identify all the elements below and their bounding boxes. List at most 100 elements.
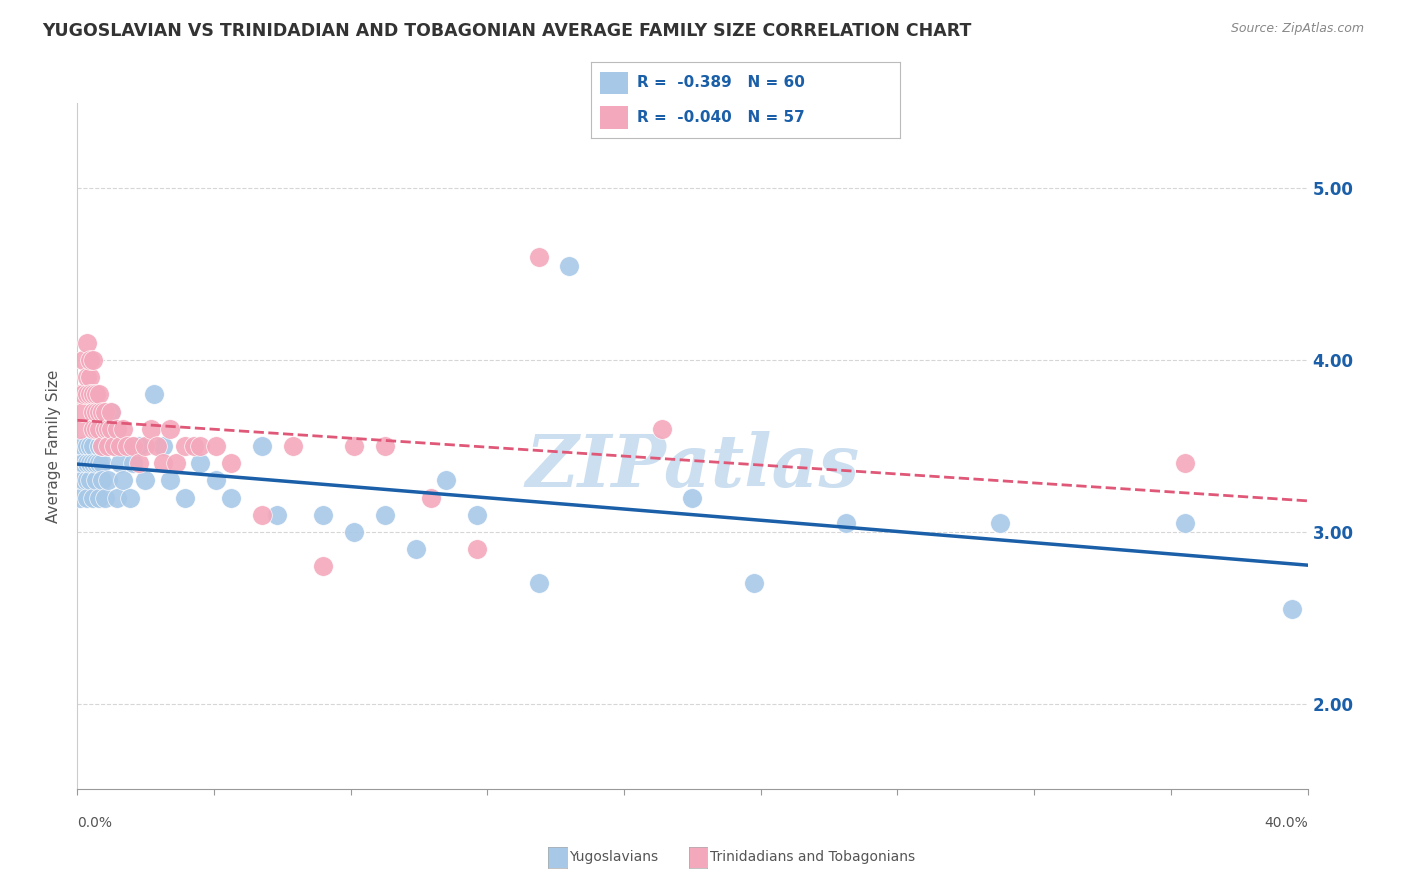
Point [94,491,117,505]
Point [87,439,110,453]
Point [152,439,174,453]
Point [90,439,114,453]
Point [134,473,156,487]
Point [87,387,110,401]
Point [82,353,104,368]
Point [1174,516,1197,531]
Point [97,439,120,453]
Point [250,439,273,453]
Point [420,491,443,505]
Point [84,404,107,418]
Point [76,336,98,351]
Text: Yugoslavians: Yugoslavians [569,850,658,864]
Point [112,422,135,436]
Point [69,491,91,505]
Point [79,370,101,384]
Bar [600,71,627,95]
Point [174,439,197,453]
Text: ZIPatlas: ZIPatlas [526,431,859,502]
Point [121,439,143,453]
Point [72,404,94,418]
Point [374,508,396,522]
Point [69,456,91,470]
Point [76,439,98,453]
Point [343,524,366,539]
Point [76,387,98,401]
Point [465,508,488,522]
Point [90,404,114,418]
Bar [600,106,627,129]
Point [84,422,107,436]
Point [87,491,110,505]
Point [84,456,107,470]
Point [188,456,212,470]
Point [103,439,125,453]
Point [97,439,120,453]
Point [558,259,581,273]
Point [374,439,396,453]
Point [115,439,138,453]
Point [250,508,273,522]
Point [112,473,135,487]
Point [100,422,122,436]
Point [72,456,94,470]
Point [97,422,120,436]
Text: Source: ZipAtlas.com: Source: ZipAtlas.com [1230,22,1364,36]
Point [82,491,104,505]
Point [219,491,242,505]
Point [128,439,150,453]
Point [105,422,128,436]
Point [266,508,288,522]
Point [204,473,226,487]
Point [76,491,98,505]
Point [87,422,110,436]
Point [682,491,704,505]
Text: 40.0%: 40.0% [1264,816,1308,830]
Point [90,439,114,453]
Point [82,422,104,436]
Point [69,422,91,436]
Point [121,456,143,470]
Point [72,439,94,453]
Point [94,422,117,436]
Point [69,387,91,401]
Text: 0.0%: 0.0% [77,816,112,830]
Point [465,541,488,557]
Point [100,404,122,418]
Point [90,473,114,487]
Text: YUGOSLAVIAN VS TRINIDADIAN AND TOBAGONIAN AVERAGE FAMILY SIZE CORRELATION CHART: YUGOSLAVIAN VS TRINIDADIAN AND TOBAGONIA… [42,22,972,40]
Point [84,387,107,401]
Text: Trinidadians and Tobagonians: Trinidadians and Tobagonians [710,850,915,864]
Point [82,439,104,453]
Point [97,473,120,487]
Point [174,491,197,505]
Point [312,559,335,574]
Point [835,516,858,531]
Point [90,456,114,470]
Point [76,456,98,470]
Point [651,422,673,436]
Point [72,353,94,368]
Point [188,439,212,453]
Point [312,508,335,522]
Point [146,439,169,453]
Point [527,250,550,264]
Point [128,456,150,470]
Point [436,473,458,487]
Point [141,422,163,436]
Point [159,422,181,436]
Point [115,439,138,453]
Point [742,576,765,591]
Point [343,439,366,453]
Point [134,439,156,453]
Point [183,439,205,453]
Point [82,404,104,418]
Point [103,439,125,453]
Point [84,473,107,487]
Text: R =  -0.389   N = 60: R = -0.389 N = 60 [637,76,804,90]
Point [94,404,117,418]
Point [82,456,104,470]
Point [79,473,101,487]
Point [94,422,117,436]
Point [110,439,132,453]
